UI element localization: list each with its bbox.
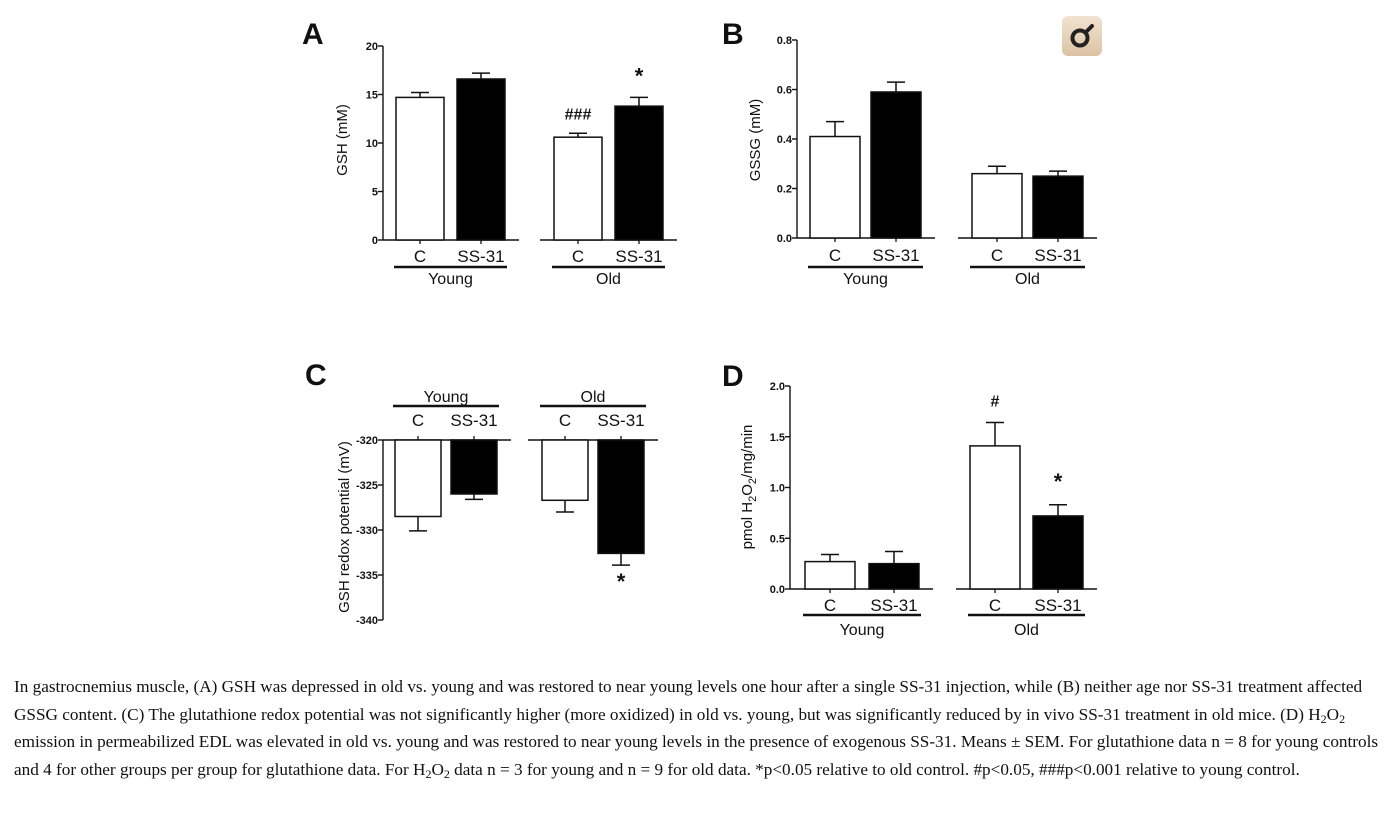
category-label: SS-31 (1034, 596, 1081, 615)
y-axis-label-part: O (739, 484, 756, 496)
panel-a: A 0 5 10 15 20 C SS-31 C SS-31 Young Old ### * GSH (mM… (302, 18, 677, 288)
y-tick-label: 0.6 (777, 85, 792, 97)
panel-c: C -320 -325 -330 -335 -340 C SS-31 C SS-31 Young Ol… (305, 359, 658, 627)
category-label: C (829, 246, 841, 265)
bar (969, 445, 1021, 590)
group-label: Old (581, 389, 606, 406)
group-label: Young (428, 271, 473, 288)
y-tick-label: 0 (372, 235, 378, 247)
y-tick-label: 2.0 (770, 381, 785, 393)
y-tick-label: 20 (366, 41, 378, 53)
group-label: Old (1014, 622, 1039, 639)
category-label: SS-31 (872, 246, 919, 265)
significance-marker: * (617, 569, 626, 594)
caption-sub-1: 2 (1320, 711, 1327, 726)
bar (614, 105, 664, 241)
group-label: Old (596, 271, 621, 288)
bar (804, 560, 856, 590)
y-axis-label: GSSG (mM) (747, 99, 764, 182)
caption-sub-3: 2 (425, 766, 432, 781)
y-tick-label: -330 (356, 525, 378, 537)
group-label: Young (840, 622, 885, 639)
y-tick-label: 0.5 (770, 533, 785, 545)
y-tick-label: 0.0 (770, 584, 785, 596)
y-axis-label-part: /mg/min (739, 425, 756, 478)
group-label: Young (843, 271, 888, 288)
panel-b: B 0.0 0.2 0.4 0.6 0.8 C SS-31 C SS-31 Young Old GSSG… (722, 18, 1097, 288)
y-axis-label-subscript: 2 (747, 496, 759, 502)
significance-marker: ### (565, 106, 592, 123)
panel-letter: A (302, 18, 324, 51)
bar (809, 135, 861, 239)
panel-letter: C (305, 359, 327, 392)
caption-text-2: O (1326, 704, 1340, 724)
category-label: SS-31 (1034, 246, 1081, 265)
y-tick-label: 1.0 (770, 483, 785, 495)
category-label: SS-31 (450, 411, 497, 430)
y-tick-label: 5 (372, 187, 378, 199)
y-tick-label: -335 (356, 570, 378, 582)
y-tick-label: -325 (356, 480, 378, 492)
panel-letter: D (722, 360, 744, 393)
category-label: C (989, 596, 1001, 615)
bar (450, 439, 498, 495)
y-tick-label: 0.0 (777, 233, 792, 245)
y-tick-label: 1.5 (770, 432, 785, 444)
significance-marker: # (991, 394, 1000, 411)
group-label: Old (1015, 271, 1040, 288)
bar (456, 78, 506, 241)
bar (868, 562, 920, 590)
caption-text-1: In gastrocnemius muscle, (A) GSH was dep… (14, 677, 1363, 724)
panel-letter: B (722, 18, 744, 51)
y-tick-label: 10 (366, 138, 378, 150)
figure-caption: In gastrocnemius muscle, (A) GSH was dep… (14, 673, 1384, 783)
significance-marker: * (635, 63, 644, 88)
bar (971, 172, 1023, 239)
y-tick-label: 15 (366, 90, 378, 102)
y-tick-label: 0.8 (777, 35, 792, 47)
y-tick-label: 0.2 (777, 184, 792, 196)
category-label: C (572, 247, 584, 266)
category-label: SS-31 (870, 596, 917, 615)
bar (1032, 515, 1084, 590)
y-tick-label: -340 (356, 615, 378, 627)
category-label: C (559, 411, 571, 430)
group-label: Young (424, 389, 469, 406)
category-label: C (412, 411, 424, 430)
caption-text-5: data n = 3 for young and n = 9 for old d… (449, 759, 1300, 779)
caption-sub-4: 2 (443, 766, 450, 781)
category-label: SS-31 (457, 247, 504, 266)
panel-d: D 0.0 0.5 1.0 1.5 2.0 C SS-31 C SS-31 Young Old # * pm… (722, 360, 1097, 639)
y-tick-label: -320 (356, 435, 378, 447)
y-axis-label-part: pmol H (739, 502, 756, 550)
category-label: C (991, 246, 1003, 265)
category-label: C (414, 247, 426, 266)
y-axis-label: GSH redox potential (mV) (336, 441, 353, 613)
category-label: SS-31 (597, 411, 644, 430)
y-axis-label-subscript: 2 (747, 478, 759, 484)
bar (541, 439, 589, 502)
y-axis-label: pmol H2O2/mg/min (739, 425, 759, 550)
category-label: C (824, 596, 836, 615)
bar (870, 91, 922, 239)
caption-sub-2: 2 (1339, 711, 1346, 726)
category-label: SS-31 (615, 247, 662, 266)
caption-text-4: O (431, 759, 444, 779)
bar (394, 439, 442, 518)
bar (395, 96, 445, 241)
magnifier-glyph-icon (1070, 24, 1094, 48)
bar (553, 136, 603, 241)
caption-text-3: emission in permeabilized EDL was elevat… (14, 732, 1379, 779)
significance-marker: * (1054, 469, 1063, 494)
bar (597, 439, 645, 555)
y-axis-label: GSH (mM) (334, 104, 351, 176)
y-tick-label: 0.4 (777, 134, 793, 146)
bar (1032, 175, 1084, 239)
figure-panels: A 0 5 10 15 20 C SS-31 C SS-31 Young Old ### * GSH (mM… (302, 18, 1097, 639)
magnify-figure-icon[interactable] (1062, 16, 1102, 56)
